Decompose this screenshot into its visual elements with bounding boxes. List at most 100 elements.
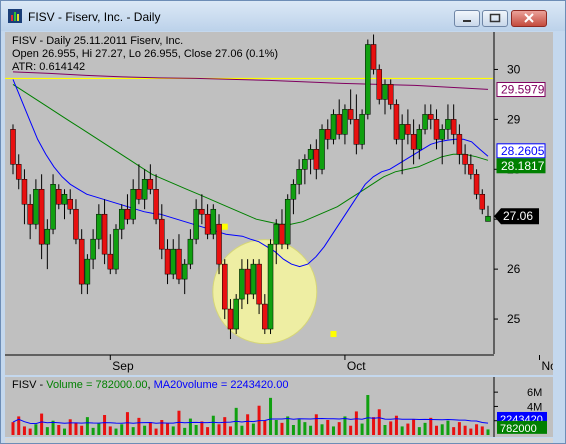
candle-body [204, 213, 211, 235]
ma20-line [12, 79, 489, 268]
volume-bar [240, 425, 244, 435]
volume-header-value: Volume = 782000.00 [46, 379, 148, 391]
candle-body [118, 208, 125, 230]
candle-body [439, 129, 445, 140]
minimize-button[interactable] [454, 10, 480, 27]
volume-bar [406, 423, 410, 435]
candle-body [101, 213, 108, 255]
candle-body [210, 208, 217, 235]
volume-bar [51, 420, 55, 435]
bottom-tab-strip[interactable] [5, 438, 553, 443]
candle-body [302, 159, 308, 170]
ma50-badge: 28.1817 [496, 158, 546, 174]
volume-bar [372, 417, 376, 435]
price-tick-label: 26 [507, 262, 521, 276]
candle-body [290, 184, 297, 200]
candle-body [462, 154, 468, 165]
candle-body [468, 164, 474, 175]
volume-bar [343, 416, 347, 435]
volume-bar [389, 421, 393, 435]
candle-body [256, 263, 262, 305]
close-button[interactable] [511, 10, 547, 27]
volume-bar [429, 417, 433, 435]
volume-bar [412, 419, 416, 435]
volume-bar [160, 420, 164, 435]
volume-bar [309, 425, 313, 435]
candle-body [416, 129, 423, 150]
volume-bar [34, 424, 38, 435]
candle-body [433, 119, 440, 140]
volume-bar [457, 422, 461, 435]
volume-background [5, 377, 553, 437]
candle-body [239, 268, 245, 300]
volume-bar [108, 426, 112, 435]
volume-bar [417, 427, 421, 435]
volume-bar [40, 413, 44, 435]
candle-body [365, 44, 371, 115]
volume-bar [28, 428, 32, 435]
candle-body [96, 213, 102, 240]
month-label: Nov [542, 359, 553, 373]
candle-body [473, 174, 480, 195]
candle-body [107, 253, 114, 270]
volume-bar [400, 426, 404, 435]
candle-body [21, 179, 28, 205]
candle-body [181, 263, 188, 280]
candle-body [370, 44, 377, 70]
volume-bar [291, 425, 295, 435]
price-tick-label: 25 [507, 312, 521, 326]
ma200-badge: 29.5979 [496, 82, 546, 98]
volume-bar [171, 426, 175, 435]
ma50-badge-box [496, 158, 546, 174]
volume-bar [68, 419, 72, 435]
volume-last-badge: 782000 [497, 420, 547, 435]
price-chart[interactable]: 302928272625SepOctNov29.597928.260528.18… [5, 32, 563, 375]
month-label: Sep [112, 359, 134, 373]
candle-body [33, 189, 39, 225]
candle-body [336, 114, 342, 135]
volume-bar [274, 420, 278, 435]
volume-bar [148, 422, 152, 435]
volume-bar [188, 418, 192, 435]
candle-body [176, 248, 182, 280]
candle-body [262, 303, 268, 330]
candle-body [313, 149, 320, 170]
candle-body [113, 228, 119, 270]
volume-bar [11, 422, 15, 435]
ma20-badge-box [496, 143, 546, 159]
volume-bar [143, 425, 147, 435]
candle-body [244, 268, 251, 295]
ma200-badge-box [496, 82, 546, 98]
maximize-button[interactable] [482, 10, 508, 27]
volume-bar [206, 427, 210, 435]
price-chart-panel[interactable]: 302928272625SepOctNov29.597928.260528.18… [5, 32, 563, 375]
volume-panel[interactable]: 6M4M2M2243420782000 FISV - Volume = 7820… [5, 377, 553, 437]
ma200-badge-text: 29.5979 [501, 83, 545, 97]
candle-body [38, 189, 45, 245]
maximize-icon [489, 13, 501, 23]
close-icon [524, 13, 534, 23]
volume-bar [475, 424, 479, 435]
volume-header-ma: MA20volume = 2243420.00 [153, 379, 289, 391]
volume-header-symbol: FISV - [12, 379, 47, 391]
volume-bar [297, 419, 301, 435]
candle-body [399, 124, 405, 140]
candle-body [15, 164, 22, 180]
window-title: FISV - Fiserv, Inc. - Daily [28, 10, 161, 24]
volume-chart[interactable]: 6M4M2M2243420782000 [5, 377, 553, 437]
volume-bar [194, 425, 198, 435]
candle-body [376, 69, 383, 100]
candle-body [330, 114, 337, 140]
candle-body [153, 189, 159, 220]
title-bar[interactable]: FISV - Fiserv, Inc. - Daily [1, 1, 565, 31]
volume-bar [103, 415, 107, 435]
candle-body [485, 215, 491, 222]
chart-header-ohlc: Open 26.955, Hi 27.27, Lo 26.955, Close … [12, 48, 279, 60]
candle-body [141, 179, 148, 200]
volume-bar [74, 422, 78, 435]
candle-body [187, 238, 194, 265]
candle-body [267, 243, 274, 330]
volume-bar [80, 425, 84, 435]
candle-body [296, 169, 302, 185]
